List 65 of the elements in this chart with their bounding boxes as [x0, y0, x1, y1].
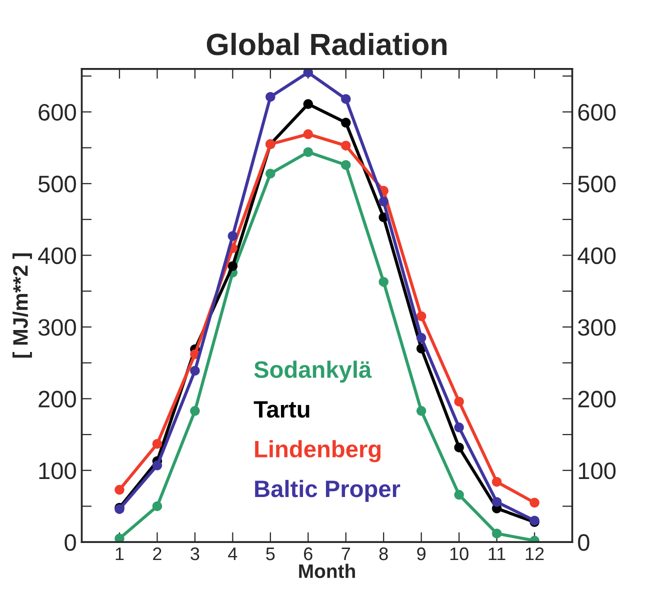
x-tick-label: 10 [450, 547, 468, 560]
y2-tick-label: 400 [578, 247, 616, 264]
point [303, 129, 313, 139]
point [152, 460, 162, 470]
point [492, 497, 502, 507]
point [152, 439, 162, 449]
point [492, 477, 502, 487]
x-axis-title: Month [299, 564, 355, 578]
point [303, 99, 313, 109]
y-tick-label: 100 [39, 462, 76, 480]
x-tick-label: 9 [417, 547, 426, 560]
x-tick-label: 3 [190, 547, 200, 560]
text: Baltic Proper [255, 480, 400, 502]
y-tick-label: 600 [38, 104, 76, 121]
x-tick-label: 11 [488, 548, 506, 560]
y2-tick-label: 0 [578, 534, 590, 551]
x-tick-label: 1 [116, 548, 124, 560]
point [530, 498, 540, 508]
point [454, 490, 464, 500]
point [228, 231, 238, 241]
x-tick-label: 2 [153, 547, 162, 560]
point [416, 311, 426, 322]
point [190, 406, 200, 416]
y-tick-label: 200 [38, 390, 76, 408]
chart-title: Global Radiation [206, 32, 446, 56]
point [341, 118, 351, 128]
x-tick-label: 4 [228, 548, 238, 560]
series-label: Sodankylä [254, 360, 372, 383]
point [341, 140, 351, 150]
y2-tick-label: 500 [578, 176, 616, 192]
point [454, 422, 464, 432]
y-axis-title: [ MJ/m**2 ] [12, 253, 32, 358]
point [114, 534, 124, 542]
point [266, 92, 276, 102]
point [114, 484, 124, 495]
y-tick-label: 300 [38, 319, 76, 336]
point [152, 501, 162, 512]
point [454, 396, 464, 406]
x-tick-label: 8 [379, 547, 388, 560]
text: Lindenberg [255, 440, 380, 462]
x-tick-label: 5 [266, 548, 275, 560]
x-tick-label: 12 [526, 547, 544, 560]
point [378, 196, 388, 206]
point [341, 160, 351, 170]
x-tick-label: 6 [304, 547, 312, 560]
point [416, 332, 426, 343]
y2-tick-label: 200 [578, 390, 616, 408]
text: Tartu [254, 401, 310, 418]
point [303, 68, 313, 78]
y-tick-label: 400 [38, 247, 76, 264]
point [266, 168, 276, 178]
point [454, 442, 464, 452]
y-tick-label: 500 [38, 176, 76, 192]
point [303, 147, 313, 157]
x-tick-label: 7 [342, 548, 350, 560]
point [416, 406, 426, 416]
point [492, 528, 502, 538]
point [341, 94, 351, 104]
y2-tick-label: 600 [578, 104, 616, 121]
point [190, 366, 200, 376]
point [378, 276, 388, 287]
y2-tick-label: 100 [578, 462, 616, 480]
point [228, 261, 238, 271]
y2-tick-label: 300 [578, 319, 616, 336]
y-tick-label: 0 [64, 534, 76, 551]
